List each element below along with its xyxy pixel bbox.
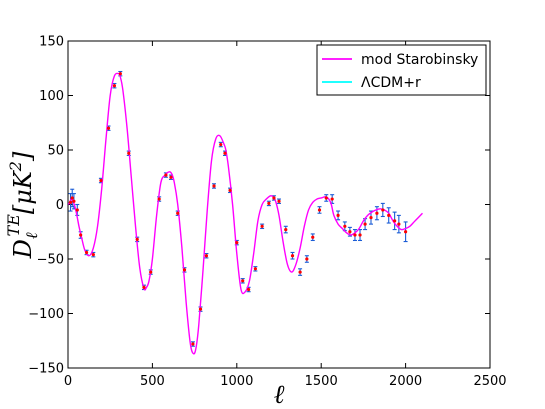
data-point — [298, 270, 302, 274]
data-point — [348, 230, 352, 234]
data-point — [387, 213, 391, 217]
data-point — [149, 270, 153, 274]
data-point — [343, 224, 347, 228]
data-point — [219, 142, 223, 147]
x-tick-label: 1000 — [220, 374, 253, 389]
legend-box — [316, 44, 487, 96]
data-point — [397, 222, 401, 226]
axis-tick-labels: 0 500 1000 1500 2000 2500 −150 −100 −50 0 50 100 150 — [28, 35, 506, 390]
x-axis-label: ℓ — [274, 380, 285, 409]
y-axis-label-unit-close: ] — [9, 151, 37, 162]
legend-label-mod-starobinsky: mod Starobinsky — [361, 52, 478, 68]
data-point — [204, 254, 209, 258]
legend: mod Starobinsky ΛCDM+r — [316, 44, 487, 96]
data-point — [358, 233, 362, 237]
x-tick-label: 1500 — [305, 374, 338, 389]
data-point — [336, 213, 340, 217]
data-point — [106, 126, 111, 130]
data-point — [253, 267, 257, 271]
y-axis-label-unit: [μK — [9, 169, 37, 214]
y-tick-label: 50 — [47, 144, 64, 159]
data-points — [68, 72, 408, 346]
data-point — [404, 230, 408, 234]
data-point — [305, 257, 309, 261]
data-point — [68, 200, 73, 204]
data-point — [135, 237, 139, 241]
data-point — [118, 72, 122, 76]
data-point — [198, 307, 203, 311]
data-point — [91, 253, 95, 257]
y-axis-label-sup: TE — [4, 214, 23, 237]
data-point — [317, 208, 322, 212]
data-point — [290, 254, 295, 258]
data-point — [272, 196, 276, 200]
legend-label-lcdm-r: ΛCDM+r — [361, 75, 421, 91]
data-point — [267, 201, 271, 206]
data-point — [72, 199, 76, 203]
data-point — [70, 196, 74, 200]
data-point — [223, 151, 227, 155]
data-point — [228, 188, 232, 192]
data-point — [112, 84, 117, 88]
data-point — [381, 208, 385, 212]
data-point — [277, 199, 281, 203]
data-point — [241, 279, 245, 283]
data-point — [99, 178, 103, 183]
data-point — [353, 233, 357, 237]
data-point — [324, 196, 328, 200]
data-point — [176, 211, 180, 215]
data-point — [182, 268, 187, 272]
data-point — [84, 250, 89, 255]
y-tick-label: 150 — [39, 35, 64, 50]
data-point — [369, 215, 373, 220]
data-point — [164, 173, 168, 177]
data-point — [363, 222, 367, 226]
data-point — [79, 233, 83, 237]
series-line-mod-starobinsky — [68, 72, 423, 355]
y-tick-label: 0 — [56, 198, 64, 213]
data-point — [75, 208, 79, 212]
data-point — [393, 219, 397, 223]
y-tick-label: −100 — [28, 307, 64, 322]
y-axis-label: DℓTE[μK2] — [4, 151, 41, 259]
data-point — [169, 175, 173, 179]
x-tick-label: 500 — [140, 374, 165, 389]
data-point — [212, 184, 216, 188]
x-tick-label: 2000 — [389, 374, 422, 389]
data-point — [235, 241, 239, 245]
data-point — [284, 227, 288, 232]
y-tick-label: −150 — [28, 362, 64, 377]
data-point — [142, 285, 146, 289]
error-bars — [68, 70, 408, 347]
x-tick-label: 2500 — [473, 374, 506, 389]
y-tick-label: −50 — [37, 253, 64, 268]
y-axis-label-base: D — [9, 239, 37, 259]
data-point — [330, 197, 334, 201]
data-point — [247, 287, 251, 292]
data-point — [311, 235, 315, 239]
data-point — [127, 151, 131, 155]
data-point — [157, 197, 161, 201]
model-curves — [68, 72, 423, 355]
y-axis-label-unit-exp: 2 — [6, 161, 25, 172]
data-point — [260, 224, 264, 228]
y-axis-label-sub: ℓ — [22, 232, 41, 239]
x-tick-label: 0 — [64, 374, 72, 389]
data-point — [191, 342, 195, 346]
y-tick-label: 100 — [39, 89, 64, 104]
data-point — [375, 211, 379, 215]
